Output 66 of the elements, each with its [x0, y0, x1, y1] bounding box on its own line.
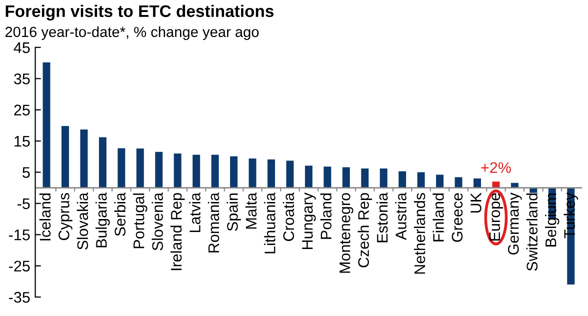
y-tick-label: -5 — [18, 198, 30, 210]
y-tick-label: 5 — [22, 167, 30, 178]
x-tick-label: Finland — [432, 193, 444, 242]
bar — [398, 171, 406, 188]
y-tick-label: -35 — [9, 292, 30, 303]
x-tick-label: Cyprus — [58, 193, 72, 240]
bar — [80, 129, 88, 188]
x-tick-label: Austria — [395, 192, 406, 240]
x-tick-label: Estonia — [376, 192, 388, 242]
x-tick-label: Ireland Rep — [170, 193, 185, 270]
annotation: +2% — [481, 162, 511, 173]
x-tick-label: Iceland — [39, 193, 51, 240]
x-tick-label: Europe — [489, 193, 504, 241]
x-tick-label: Greece — [452, 193, 463, 242]
chart-title: Foreign visits to ETC destinations — [6, 4, 274, 20]
bar — [98, 137, 106, 188]
x-tick-label: Bulgaria — [96, 192, 110, 248]
x-tick-label: Romania — [208, 192, 220, 252]
bar — [136, 148, 144, 188]
bar — [192, 154, 200, 188]
x-tick-label: Turkey — [564, 192, 578, 238]
y-tick-label: -15 — [9, 230, 30, 240]
x-tick-label: Lithuania — [264, 192, 276, 254]
bar — [268, 159, 275, 188]
x-tick-label: UK — [470, 192, 482, 213]
bar — [230, 156, 238, 188]
x-tick-label: Netherlands — [414, 193, 426, 274]
bar — [436, 174, 444, 188]
bar — [118, 148, 126, 188]
bar — [380, 168, 388, 188]
x-tick-label: Spain — [226, 193, 241, 231]
bar — [42, 62, 50, 188]
x-tick-label: Belgium — [545, 194, 560, 246]
x-tick-label: Portugal — [133, 194, 148, 248]
bar — [361, 168, 369, 188]
bar — [342, 167, 350, 188]
y-tick-label: 45 — [14, 42, 30, 54]
y-tick-label: 35 — [14, 73, 30, 84]
y-tick-label: 15 — [14, 136, 30, 147]
x-tick-label: Germany — [508, 192, 522, 255]
chart-subtitle: 2016 year-to-date*, % change year ago — [5, 26, 259, 40]
x-tick-label: Serbia — [114, 192, 126, 236]
bar — [211, 154, 219, 188]
bar — [248, 158, 256, 188]
x-tick-label: Malta — [245, 192, 257, 229]
x-tick-label: Montenegro — [340, 193, 354, 273]
bar — [324, 166, 332, 188]
y-tick-label: 25 — [14, 104, 30, 116]
x-tick-label: Switzerland — [526, 193, 538, 271]
x-tick-label: Poland — [320, 193, 332, 239]
bar — [286, 160, 294, 188]
bar — [417, 172, 425, 188]
bar — [62, 126, 69, 188]
x-tick-label: Latvia — [189, 192, 200, 232]
x-tick-label: Slovakia — [76, 192, 88, 250]
bar — [530, 188, 538, 193]
bar — [454, 177, 462, 188]
bar — [155, 152, 163, 188]
x-tick-label: Croatia — [282, 192, 294, 241]
bar — [474, 178, 481, 188]
bar — [304, 166, 312, 188]
x-tick-label: Hungary — [302, 192, 316, 249]
y-tick-label: -25 — [9, 260, 30, 272]
x-tick-label: Slovenia — [152, 192, 163, 250]
x-tick-label: Czech Rep — [358, 193, 372, 268]
bar — [174, 153, 182, 188]
